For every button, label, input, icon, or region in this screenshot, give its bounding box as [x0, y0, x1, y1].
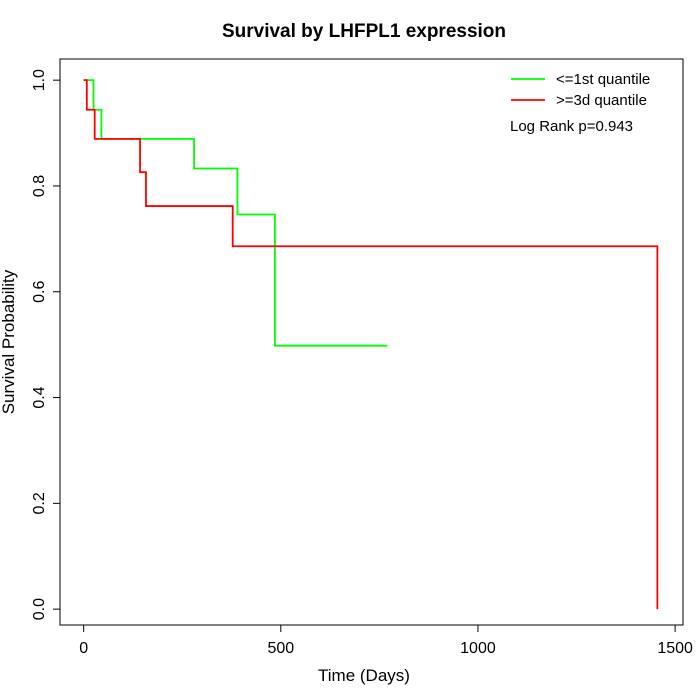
survival-curve-1 — [83, 79, 388, 347]
y-tick-label: 0.2 — [31, 492, 48, 514]
legend: <=1st quantile >=3d quantile — [511, 71, 650, 109]
x-tick-label: 1500 — [657, 640, 693, 657]
plot-frame — [59, 58, 684, 626]
y-axis: 0.0 0.2 0.4 0.6 0.8 1.0 — [31, 69, 61, 620]
legend-label: <=1st quantile — [556, 71, 650, 88]
y-tick-label: 0.6 — [31, 281, 48, 303]
x-tick-label: 500 — [267, 640, 294, 657]
x-axis-label: Time (Days) — [318, 666, 410, 685]
y-tick-label: 0.8 — [31, 175, 48, 197]
y-tick-label: 0.0 — [31, 598, 48, 620]
y-tick-label: 0.4 — [31, 386, 48, 408]
legend-label: >=3d quantile — [556, 92, 647, 109]
survival-curve-2 — [83, 79, 659, 610]
chart-title: Survival by LHFPL1 expression — [222, 21, 506, 42]
log-rank-annotation: Log Rank p=0.943 — [510, 118, 633, 135]
x-tick-label: 0 — [79, 640, 88, 657]
x-axis: 0 500 1000 1500 — [79, 624, 693, 657]
x-tick-label: 1000 — [460, 640, 496, 657]
y-axis-label: Survival Probability — [0, 269, 18, 414]
y-tick-label: 1.0 — [31, 69, 48, 91]
series-layer — [83, 79, 659, 610]
